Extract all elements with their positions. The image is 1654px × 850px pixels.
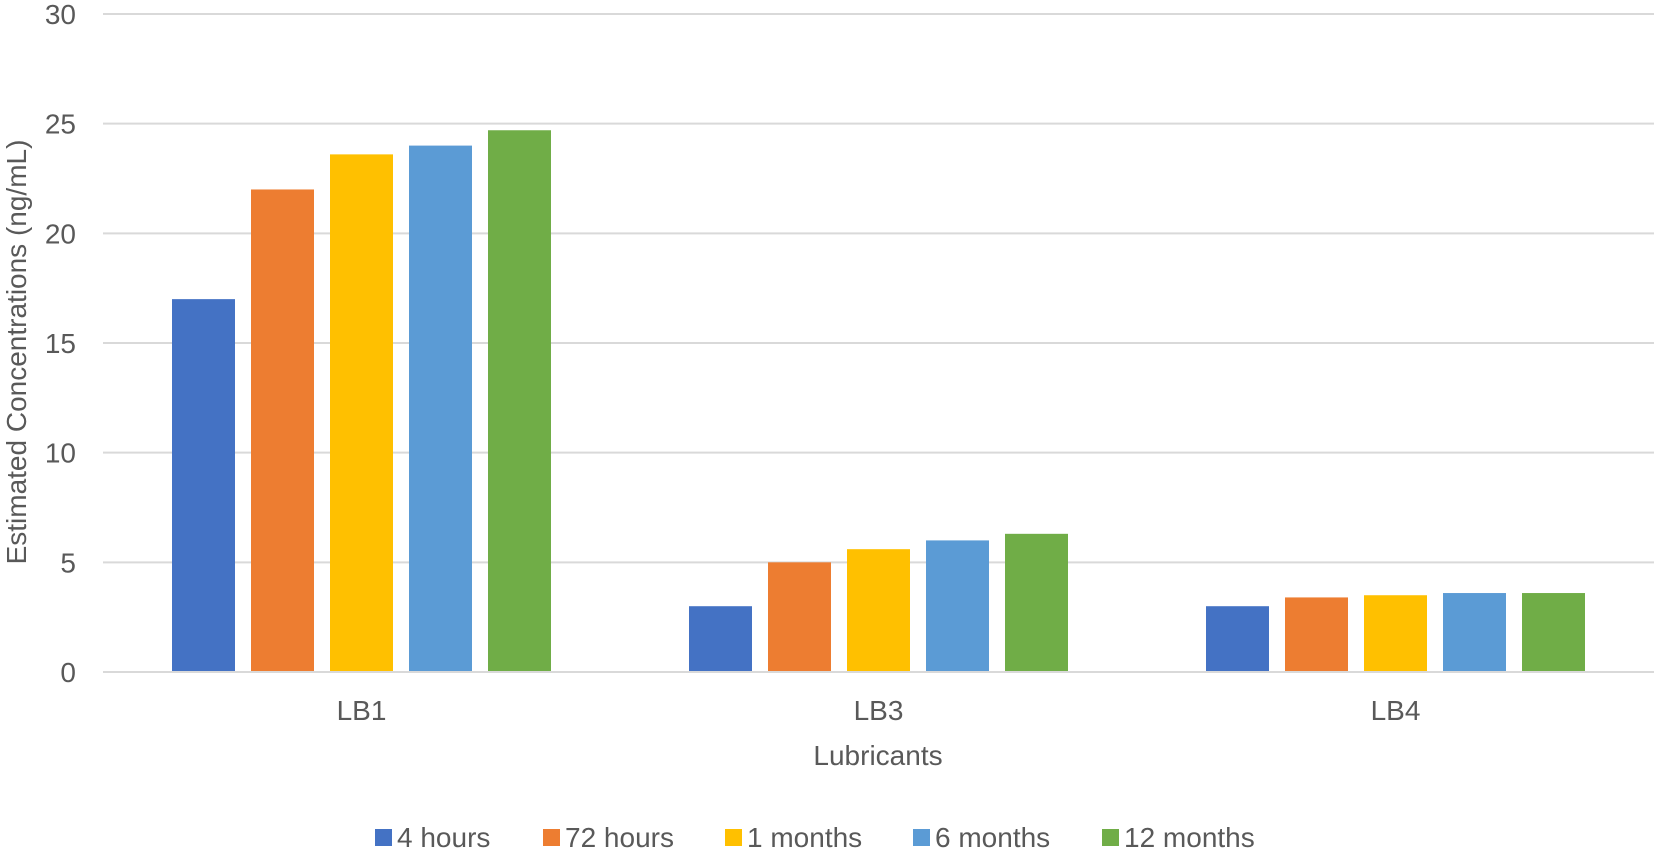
- bar-lb3-1-months: [847, 549, 910, 672]
- legend-label: 12 months: [1124, 822, 1255, 850]
- bar-lb3-6-months: [926, 540, 989, 672]
- x-axis-title: Lubricants: [813, 740, 942, 771]
- legend-swatch: [375, 829, 392, 846]
- legend-label: 72 hours: [565, 822, 674, 850]
- legend-swatch: [725, 829, 742, 846]
- legend-label: 1 months: [747, 822, 862, 850]
- bar-lb4-1-months: [1364, 595, 1427, 672]
- bar-lb4-72-hours: [1285, 597, 1348, 672]
- bar-lb1-4-hours: [172, 299, 235, 672]
- bar-lb4-4-hours: [1206, 606, 1269, 672]
- bar-lb3-72-hours: [768, 562, 831, 672]
- legend: 4 hours 72 hours 1 months 6 months 12 months: [375, 822, 1255, 850]
- legend-label: 4 hours: [397, 822, 490, 850]
- x-tick-label: LB3: [854, 695, 904, 726]
- legend-swatch: [543, 829, 560, 846]
- y-tick-label: 20: [45, 218, 76, 249]
- y-tick-label: 15: [45, 328, 76, 359]
- bar-lb1-1-months: [330, 154, 393, 672]
- y-axis-title: Estimated Concentrations (ng/mL): [1, 140, 32, 565]
- x-axis-ticks: LB1 LB3 LB4: [337, 695, 1421, 726]
- bar-lb4-6-months: [1443, 593, 1506, 672]
- y-axis-ticks: 0 5 10 15 20 25 30: [45, 0, 76, 688]
- bar-lb3-12-months: [1005, 533, 1068, 672]
- y-tick-label: 0: [60, 657, 76, 688]
- legend-label: 6 months: [935, 822, 1050, 850]
- y-tick-label: 30: [45, 0, 76, 30]
- bar-lb1-72-hours: [251, 189, 314, 672]
- y-tick-label: 25: [45, 109, 76, 140]
- bar-lb4-12-months: [1522, 593, 1585, 672]
- bars: [172, 130, 1585, 673]
- bar-lb1-6-months: [409, 145, 472, 673]
- x-tick-label: LB1: [337, 695, 387, 726]
- bar-lb3-4-hours: [689, 606, 752, 672]
- y-tick-label: 5: [60, 547, 76, 578]
- legend-swatch: [1102, 829, 1119, 846]
- x-tick-label: LB4: [1371, 695, 1421, 726]
- y-tick-label: 10: [45, 438, 76, 469]
- bar-lb1-12-months: [488, 130, 551, 672]
- legend-swatch: [913, 829, 930, 846]
